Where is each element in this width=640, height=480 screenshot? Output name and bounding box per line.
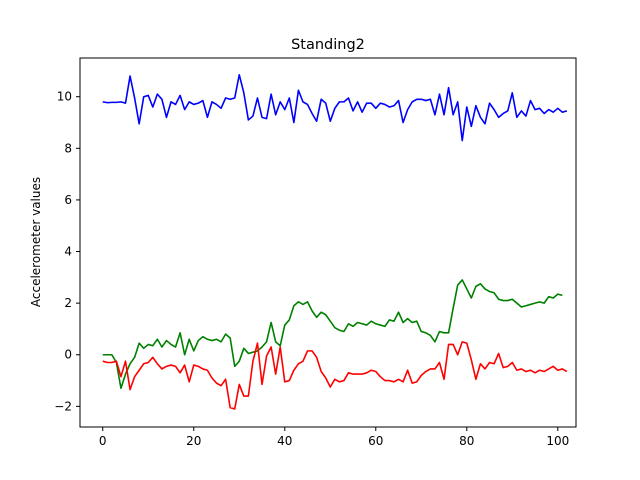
y-axis-label: Accelerometer values	[29, 177, 43, 307]
series-line-3	[102, 341, 568, 410]
y-tick-label: 8	[64, 141, 72, 155]
x-axis: 0 20 40 60 80 100	[99, 427, 569, 448]
x-tick-label: 100	[546, 434, 569, 448]
x-tick-label: 20	[186, 434, 201, 448]
plot-frame	[79, 57, 577, 428]
y-tick-label: 10	[57, 90, 72, 104]
x-tick-label: 60	[368, 434, 383, 448]
series-line-2	[102, 279, 563, 390]
y-tick-label: −2	[54, 399, 72, 413]
chart-title: Standing2	[291, 37, 365, 53]
y-axis: −2 0 2 4 6 8 10	[54, 90, 80, 413]
x-tick-label: 80	[459, 434, 474, 448]
y-tick-label: 0	[64, 348, 72, 362]
x-tick-label: 40	[277, 434, 292, 448]
series-lines	[102, 73, 568, 410]
y-tick-label: 6	[64, 193, 72, 207]
y-tick-label: 2	[64, 296, 72, 310]
y-tick-label: 4	[64, 245, 72, 259]
series-line-1	[102, 73, 568, 142]
x-tick-label: 0	[99, 434, 107, 448]
